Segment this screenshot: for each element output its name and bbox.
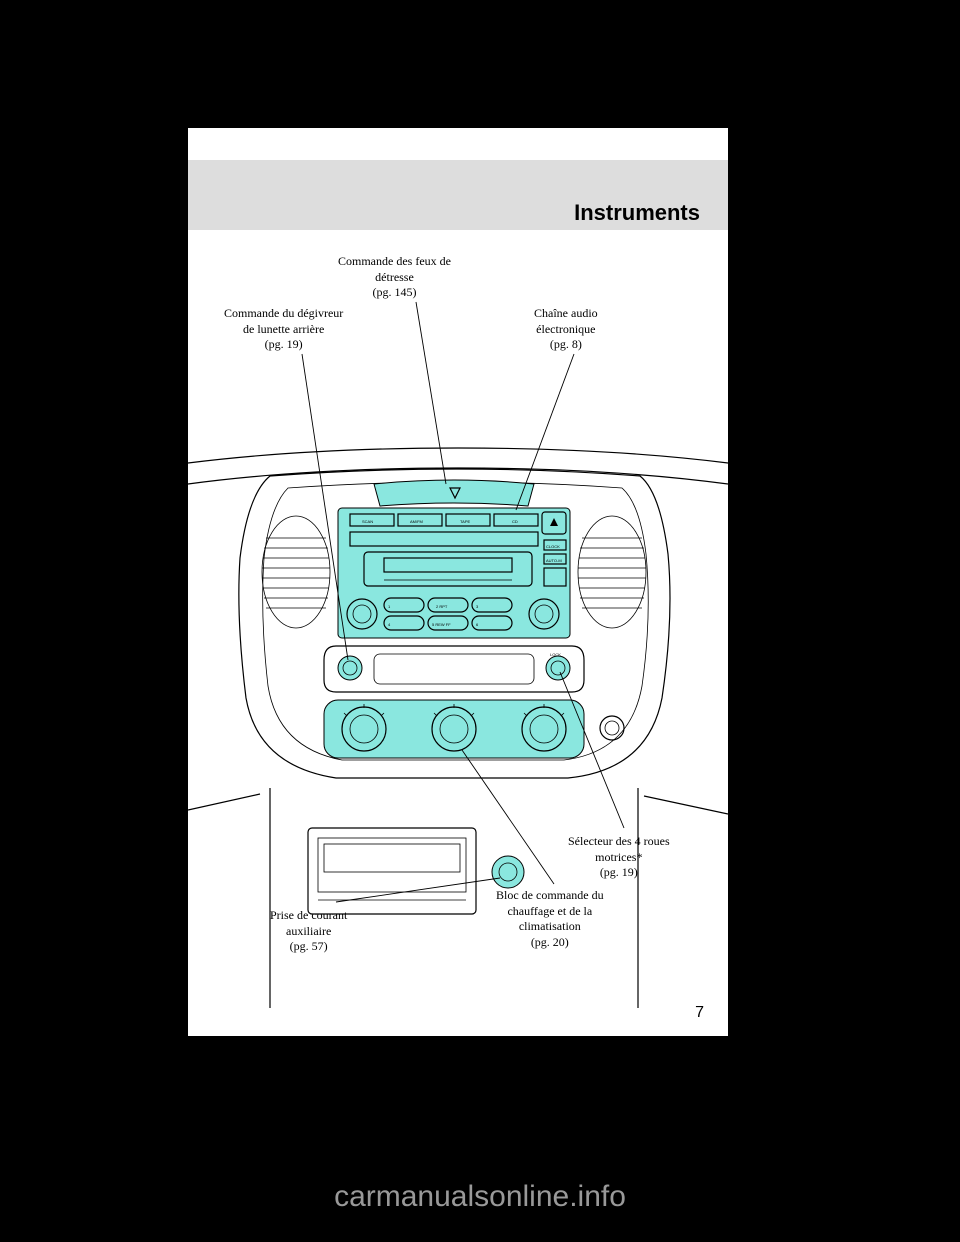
manual-page: Instruments Commande des feux de détress… xyxy=(188,128,728,1036)
footer-url: carmanualsonline.info xyxy=(0,1180,960,1214)
right-speaker-grille xyxy=(578,516,646,628)
left-speaker-grille xyxy=(262,516,330,628)
svg-text:AUTO-M: AUTO-M xyxy=(546,558,562,563)
svg-text:2 RPT: 2 RPT xyxy=(436,604,448,609)
svg-text:LOCK: LOCK xyxy=(550,652,561,657)
svg-text:CD: CD xyxy=(512,519,518,524)
dashboard-diagram: SCAN AM/FM TAPE CD CLOCK AUTO-M xyxy=(188,248,728,1008)
svg-text:TAPE: TAPE xyxy=(460,519,470,524)
svg-text:AM/FM: AM/FM xyxy=(410,519,423,524)
hazard-panel xyxy=(374,480,534,506)
svg-text:SCAN: SCAN xyxy=(362,519,373,524)
svg-text:5 REW FF: 5 REW FF xyxy=(432,622,451,627)
section-title: Instruments xyxy=(574,200,700,226)
svg-text:CLOCK: CLOCK xyxy=(546,544,560,549)
defrost-4wd-panel: LOCK xyxy=(324,646,584,692)
climate-panel xyxy=(324,700,584,758)
page-number: 7 xyxy=(695,1004,704,1022)
radio-unit: SCAN AM/FM TAPE CD CLOCK AUTO-M xyxy=(338,508,570,638)
